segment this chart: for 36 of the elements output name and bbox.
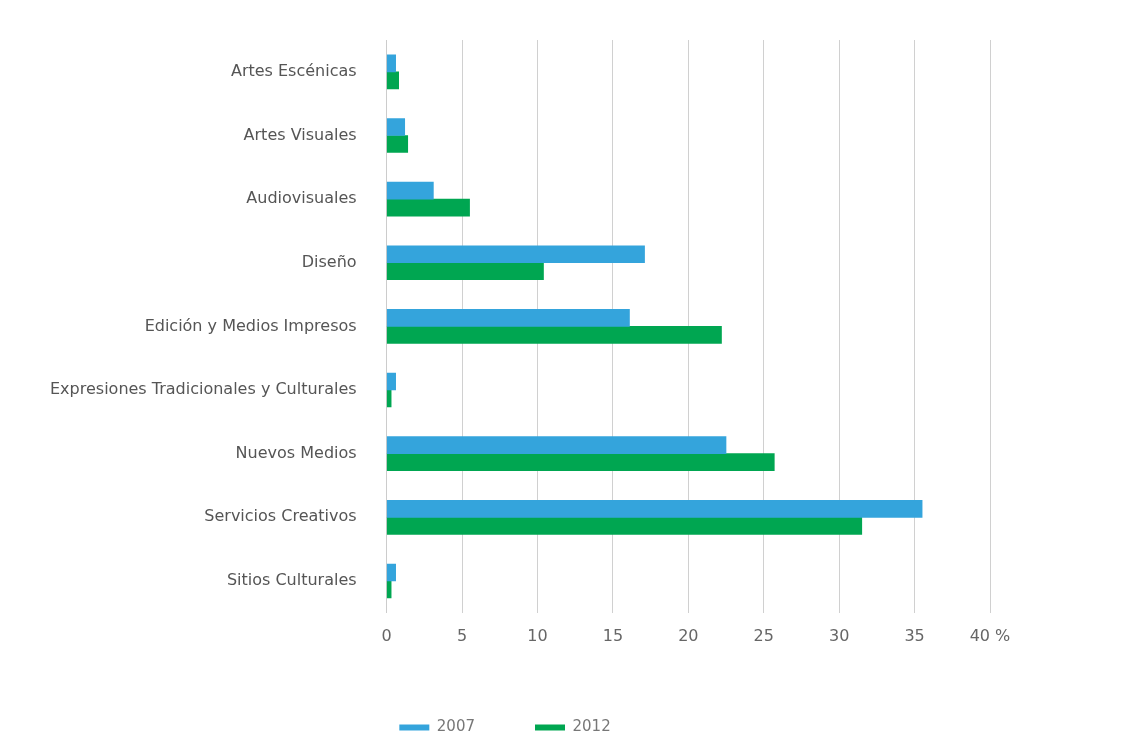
bar	[386, 118, 406, 136]
x-tick-label: 5	[456, 625, 468, 645]
bar	[386, 71, 400, 90]
x-tick-label: 0	[381, 625, 392, 645]
bar	[386, 517, 863, 535]
x-tick-label: 10	[527, 625, 548, 645]
x-tick-label: 15	[602, 625, 624, 645]
legend-label: 2012	[572, 717, 611, 736]
x-tick-label: 35	[904, 625, 925, 645]
y-tick-label: Diseño	[301, 251, 357, 271]
x-tick-label: 25	[753, 625, 774, 645]
legend-label: 2007	[436, 717, 476, 736]
x-tick-label: 30	[828, 625, 850, 645]
bar	[386, 563, 396, 582]
y-tick-label: Sitios Culturales	[226, 570, 357, 590]
x-tick-label: 20	[678, 625, 699, 645]
bar	[386, 262, 544, 281]
y-tick-label: Expresiones Tradicionales y Culturales	[50, 379, 357, 399]
bar	[386, 500, 923, 518]
y-tick-label: Servicios Creativos	[204, 506, 357, 526]
y-tick-label: Audiovisuales	[246, 188, 357, 208]
y-tick-label: Artes Escénicas	[230, 60, 357, 80]
bar	[386, 245, 645, 264]
bar	[386, 453, 775, 472]
bar	[386, 372, 396, 391]
x-tick-label: 40 %	[969, 625, 1011, 645]
y-tick-label: Nuevos Medios	[235, 442, 357, 462]
y-tick-label: Artes Visuales	[243, 124, 357, 144]
bar	[386, 436, 727, 455]
bar	[386, 54, 396, 73]
bar	[386, 309, 630, 327]
bar	[386, 181, 434, 200]
bar	[386, 326, 722, 344]
y-tick-label: Edición y Medios Impresos	[144, 315, 357, 335]
bar	[386, 135, 409, 153]
bar	[386, 198, 470, 217]
